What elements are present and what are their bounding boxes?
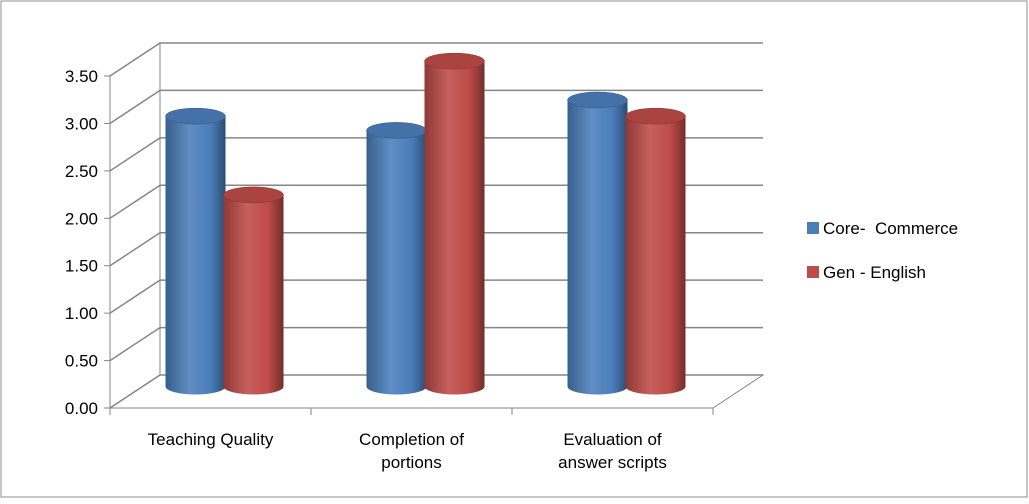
y-axis-tick-labels: 0.00 0.50 1.00 1.50 2.00 2.50 3.00 3.50 [65,67,98,418]
y-tick-label: 0.50 [65,352,98,371]
legend-swatch [807,222,819,234]
gridline [109,89,763,125]
x-axis-tick-labels: Teaching Quality Completion of portions Eva… [148,430,667,472]
x-tick-label-teaching-quality: Teaching Quality [148,430,274,449]
y-tick-label: 2.00 [65,209,98,228]
legend-label: Gen - English [823,263,926,282]
legend-item-core-commerce: Core- Commerce [807,219,958,238]
legend-item-gen-english: Gen - English [807,263,926,282]
bar-core-commerce-completion-of-portions [366,122,427,395]
gridline [109,374,763,409]
y-tick-label: 0.00 [65,399,98,418]
gridline [109,326,763,362]
y-tick-label: 1.00 [65,304,98,323]
bar-gen-english-completion-of-portions [424,52,485,395]
gridline [109,231,763,267]
bar-gen-english-teaching-quality [223,186,284,395]
gridlines [109,42,763,409]
gridline [109,279,763,314]
y-tick-label: 3.00 [65,114,98,133]
bar-gen-english-evaluation-of-answer-scripts [625,107,686,395]
bars [165,52,686,395]
x-tick-label-evaluation-of-answer-scripts: Evaluation of answer scripts [558,430,667,472]
legend-swatch [807,266,819,278]
bar-core-commerce-teaching-quality [165,107,226,395]
gridline [109,137,763,172]
x-tick-label-completion-of-portions: Completion of portions [359,430,464,472]
y-tick-label: 3.50 [65,67,98,86]
y-tick-label: 2.50 [65,162,98,181]
legend-label: Core- Commerce [823,219,958,238]
gridline [109,42,763,77]
legend: Core- Commerce Gen - English [807,219,958,282]
gridline [109,184,763,219]
bar-core-commerce-evaluation-of-answer-scripts [567,91,628,395]
y-tick-label: 1.50 [65,257,98,276]
axes [104,75,714,415]
